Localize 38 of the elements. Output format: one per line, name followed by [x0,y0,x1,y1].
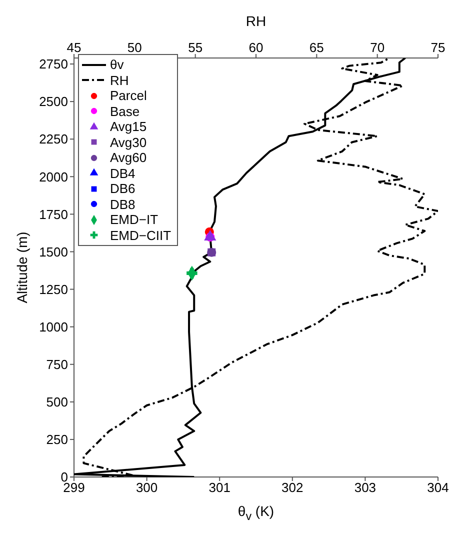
legend-label: EMD−CIIT [110,228,172,243]
legend-label: Avg15 [110,119,147,134]
x2-axis-title: RH [246,12,266,29]
y-tick-label: 2500 [39,94,68,110]
x2-tick-label: 75 [430,40,446,55]
legend-label: Avg60 [110,150,147,166]
y-tick-label: 250 [46,432,68,448]
legend-label: DB4 [110,166,136,181]
x-tick-label: 303 [354,480,376,496]
legend-label: Parcel [110,88,147,104]
y-tick-label: 2000 [39,169,68,184]
legend-label: DB6 [110,181,136,196]
x-tick-label: 302 [282,480,304,496]
y-tick-label: 1500 [39,244,68,260]
legend-label: Avg30 [110,134,147,150]
y-tick-label: 1750 [39,206,68,222]
x2-tick-label: 60 [248,40,264,55]
y-tick-label: 750 [46,356,68,372]
x2-tick-label: 70 [370,40,385,55]
legend-label: Base [110,104,140,119]
legend-label: EMD−IT [110,212,158,228]
legend-label: DB8 [110,196,136,212]
y-tick-label: 1000 [39,319,68,334]
legend-label: RH [110,72,129,88]
x-tick-label: 301 [208,480,230,496]
x-tick-label: 304 [427,480,449,496]
x-tick-label: 300 [136,480,158,496]
x2-tick-label: 50 [127,40,142,55]
x-axis-title: θ$_{v}$ (K) [236,503,276,523]
y-tick-label: 2750 [39,56,68,72]
y-tick-label: 2250 [39,132,68,147]
y-tick-label: 500 [46,394,68,410]
y-axis-title: Altitude (m) [14,232,30,304]
y-tick-label: 1250 [39,282,68,297]
x2-tick-label: 65 [309,40,324,55]
legend-label: θv [110,57,124,72]
x2-tick-label: 45 [66,40,82,55]
x2-tick-label: 55 [188,40,203,55]
